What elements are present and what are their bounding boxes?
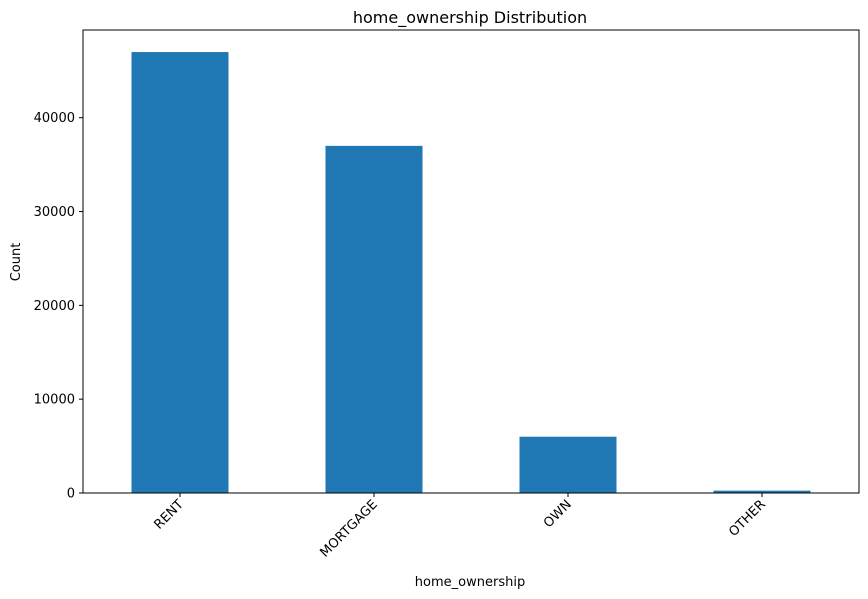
bars-group — [131, 52, 811, 494]
y-tick-label: 30000 — [34, 205, 75, 220]
x-tick-label: MORTGAGE — [318, 497, 381, 560]
y-axis-label: Count — [9, 243, 24, 282]
bar-other — [713, 490, 811, 493]
chart-title: home_ownership Distribution — [353, 8, 587, 28]
bar-own — [519, 436, 617, 493]
x-tick-label: OWN — [541, 497, 575, 531]
x-axis-label: home_ownership — [415, 575, 525, 590]
y-tick-label: 20000 — [34, 299, 75, 314]
bar-rent — [131, 52, 229, 494]
plot-frame — [82, 29, 860, 494]
y-tick-label: 10000 — [34, 393, 75, 408]
x-tick-label: OTHER — [726, 497, 769, 540]
x-tick-label: RENT — [152, 497, 187, 532]
bar-mortgage — [325, 145, 423, 493]
y-tick-label: 40000 — [34, 111, 75, 126]
x-axis-ticks: RENT MORTGAGE OWN OTHER — [152, 493, 769, 561]
y-axis-ticks: 0 10000 20000 30000 40000 — [34, 111, 83, 502]
y-tick-label: 0 — [67, 487, 75, 502]
